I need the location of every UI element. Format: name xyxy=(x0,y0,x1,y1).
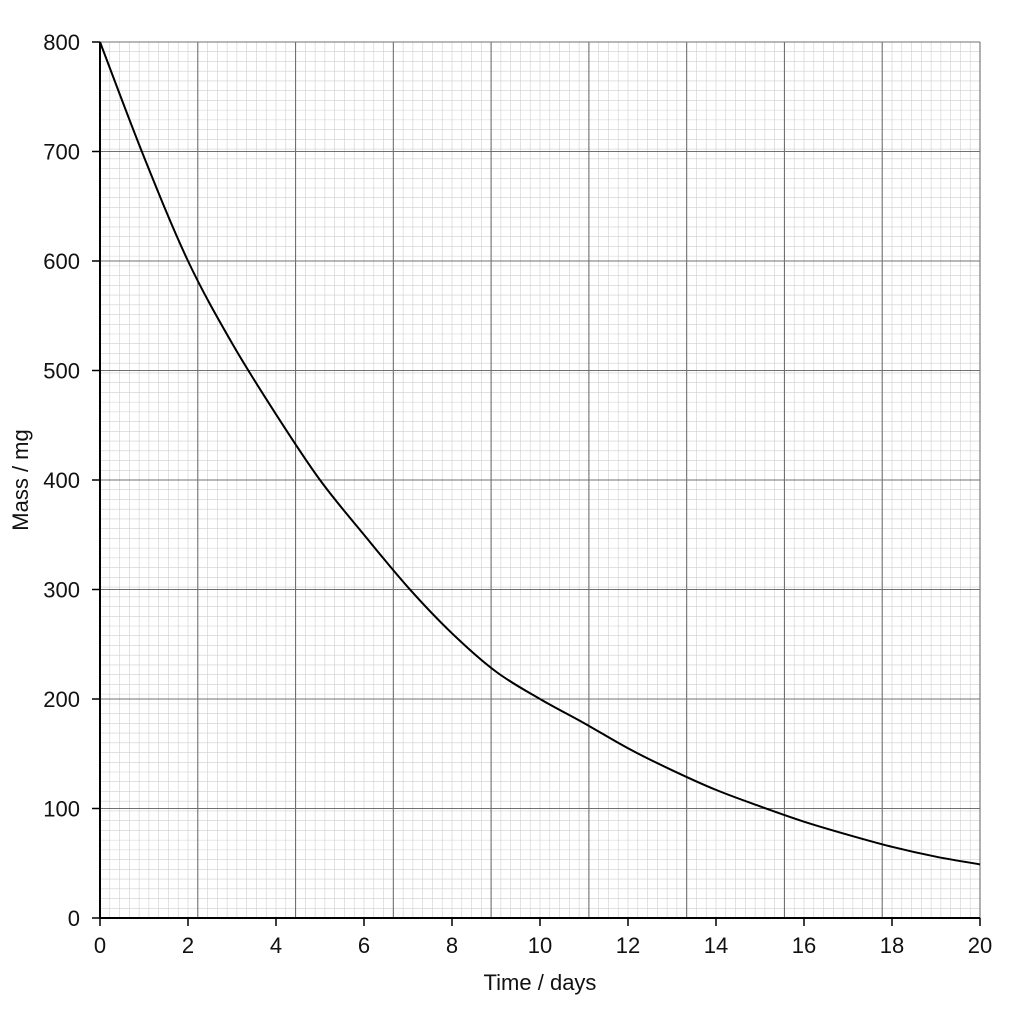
y-tick-label: 600 xyxy=(43,249,80,274)
x-tick-label: 18 xyxy=(880,933,904,958)
y-tick-label: 100 xyxy=(43,797,80,822)
y-tick-label: 200 xyxy=(43,687,80,712)
y-tick-labels: 0 100 200 300 400 500 600 700 800 xyxy=(43,30,100,931)
x-tick-label: 2 xyxy=(182,933,194,958)
x-tick-label: 12 xyxy=(616,933,640,958)
x-tick-label: 8 xyxy=(446,933,458,958)
data-series xyxy=(99,41,981,866)
x-tick-label: 0 xyxy=(94,933,106,958)
y-tick-label: 700 xyxy=(43,140,80,165)
x-tick-label: 14 xyxy=(704,933,728,958)
x-tick-labels: 0 2 4 6 8 10 12 14 16 18 20 xyxy=(94,918,992,958)
x-tick-label: 16 xyxy=(792,933,816,958)
y-tick-label: 500 xyxy=(43,359,80,384)
x-tick-label: 4 xyxy=(270,933,282,958)
y-tick-label: 400 xyxy=(43,468,80,493)
y-tick-label: 0 xyxy=(68,906,80,931)
y-tick-label: 800 xyxy=(43,30,80,55)
x-tick-label: 20 xyxy=(968,933,992,958)
y-axis-label: Mass / mg xyxy=(8,429,33,530)
x-tick-label: 10 xyxy=(528,933,552,958)
x-axis-label: Time / days xyxy=(484,970,597,995)
x-tick-label: 6 xyxy=(358,933,370,958)
y-tick-label: 300 xyxy=(43,578,80,603)
mass-decay-line xyxy=(99,41,981,866)
